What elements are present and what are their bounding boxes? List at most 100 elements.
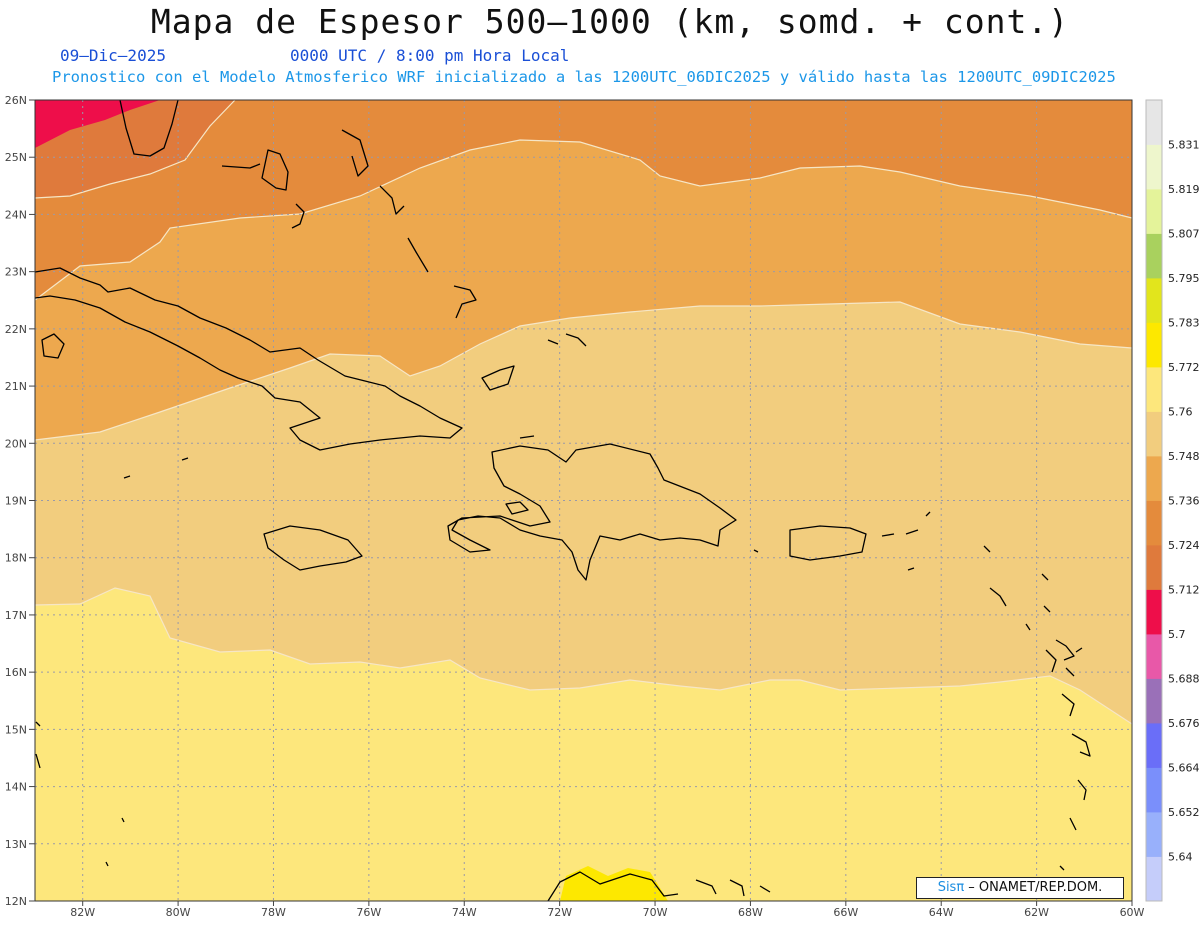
- colorbar-segment: [1146, 767, 1162, 813]
- lat-tick-label: 18N: [5, 552, 27, 565]
- grand-bahama: [221, 163, 261, 169]
- lat-tick-label: 16N: [5, 666, 27, 679]
- sispi-logo-text: Sisπ: [937, 880, 965, 895]
- colorbar-label: 5.688: [1168, 673, 1200, 686]
- colorbar-segment: [1146, 723, 1162, 768]
- colorbar-label: 5.76: [1168, 406, 1193, 419]
- jamaica: [263, 525, 363, 571]
- colorbar-label: 5.748: [1168, 450, 1200, 463]
- colorbar-label: 5.795: [1168, 272, 1200, 285]
- lon-tick-label: 76W: [356, 906, 381, 919]
- colorbar-label: 5.64: [1168, 851, 1193, 864]
- time-label: 0000 UTC / 8:00 pm Hora Local: [290, 46, 570, 65]
- colorbar-label: 5.736: [1168, 495, 1200, 508]
- forecast-label: Pronostico con el Modelo Atmosferico WRF…: [52, 68, 1116, 86]
- lesser-antilles: [983, 545, 1091, 871]
- band-5-783-patch: [560, 866, 668, 901]
- coastlines: [34, 99, 1091, 902]
- colorbar-label: 5.783: [1168, 317, 1200, 330]
- band-5-724: [35, 100, 1132, 300]
- lon-tick-label: 68W: [738, 906, 763, 919]
- lat-tick-label: 24N: [5, 208, 27, 221]
- lat-tick-label: 23N: [5, 266, 27, 279]
- colorbar-segment: [1146, 411, 1162, 457]
- colorbar-frame: [1145, 99, 1163, 902]
- lat-tick-label: 17N: [5, 609, 27, 622]
- lon-tick-label: 72W: [547, 906, 572, 919]
- colorbar-segment: [1146, 100, 1162, 145]
- colorbar-segment: [1146, 278, 1162, 323]
- credit-org: – ONAMET/REP.DOM.: [964, 880, 1103, 895]
- colorbar-label: 5.772: [1168, 361, 1200, 374]
- colorbar-segment: [1146, 322, 1162, 368]
- graticule: [35, 100, 1132, 901]
- colorbar-segment: [1146, 367, 1162, 412]
- band-5-772-south: [35, 588, 1132, 901]
- lon-tick-label: 62W: [1024, 906, 1049, 919]
- exuma: [291, 203, 305, 229]
- hispaniola: [447, 443, 737, 581]
- lon-tick-label: 82W: [70, 906, 95, 919]
- turks-caicos: [547, 333, 587, 347]
- lat-tick-label: 21N: [5, 380, 27, 393]
- colorbar-label: 5.831: [1168, 139, 1200, 152]
- colorbar-segment: [1146, 678, 1162, 724]
- band-5-700: [35, 100, 160, 148]
- lon-tick-label: 74W: [452, 906, 477, 919]
- colorbar-segment: [1146, 545, 1162, 590]
- lon-tick-label: 80W: [166, 906, 191, 919]
- colorbar: 5.64 5.652 5.664 5.676 5.688 5.7 5.712 5.724 5.7…: [1145, 99, 1200, 902]
- colorbar-label: 5.676: [1168, 717, 1200, 730]
- tortuga: [519, 435, 535, 439]
- colorbar-segment: [1146, 634, 1162, 679]
- lat-tick-label: 15N: [5, 723, 27, 736]
- colorbar-segment: [1146, 456, 1162, 501]
- lat-tick-label: 14N: [5, 781, 27, 794]
- colorbar-label: 5.652: [1168, 806, 1200, 819]
- lat-tick-label: 20N: [5, 437, 27, 450]
- colorbar-label: 5.724: [1168, 539, 1200, 552]
- colorbar-segment: [1146, 233, 1162, 279]
- lat-tick-label: 13N: [5, 838, 27, 851]
- date-label: 09–Dic–2025: [60, 46, 166, 65]
- colorbar-segment: [1146, 500, 1162, 546]
- florida-coast: [119, 99, 179, 157]
- colorbar-label: 5.819: [1168, 183, 1200, 196]
- andros: [261, 149, 289, 191]
- eleuthera: [379, 185, 405, 215]
- colorbar-segment: [1146, 812, 1162, 857]
- puerto-rico: [789, 525, 867, 561]
- colorbar-segment: [1146, 856, 1162, 902]
- abaco: [341, 129, 369, 177]
- longitude-axis: 82W 80W 78W 76W 74W 72W 70W 68W 66W 64W 62W 60W: [70, 901, 1145, 919]
- lon-tick-label: 70W: [643, 906, 668, 919]
- virgin-islands: [881, 511, 931, 537]
- south-america-coast: [547, 871, 771, 902]
- isla-juventud: [41, 333, 65, 359]
- lat-tick-label: 12N: [5, 895, 27, 908]
- acklins: [453, 285, 477, 319]
- inagua: [481, 365, 515, 391]
- lon-tick-label: 64W: [929, 906, 954, 919]
- cuba-coast: [34, 267, 463, 451]
- map-title: Mapa de Espesor 500–1000 (km, somd. + co…: [150, 2, 1070, 41]
- small-islands: [35, 457, 915, 867]
- colorbar-label: 5.712: [1168, 584, 1200, 597]
- lat-tick-label: 22N: [5, 323, 27, 336]
- colorbar-label: 5.7: [1168, 628, 1186, 641]
- lat-tick-label: 19N: [5, 495, 27, 508]
- thickness-bands: [34, 99, 1133, 901]
- lon-tick-label: 60W: [1120, 906, 1145, 919]
- lat-tick-label: 26N: [5, 94, 27, 107]
- lon-tick-label: 66W: [833, 906, 858, 919]
- lon-tick-label: 78W: [261, 906, 286, 919]
- colorbar-label: 5.664: [1168, 762, 1200, 775]
- lat-tick-label: 25N: [5, 151, 27, 164]
- colorbar-segment: [1146, 189, 1162, 234]
- long-island: [407, 237, 429, 273]
- gonave: [505, 501, 529, 515]
- latitude-axis: 12N 13N 14N 15N 16N 17N 18N 19N 20N 21N 22N 23N 24N 2…: [5, 94, 35, 908]
- colorbar-label: 5.807: [1168, 228, 1200, 241]
- colorbar-segment: [1146, 144, 1162, 190]
